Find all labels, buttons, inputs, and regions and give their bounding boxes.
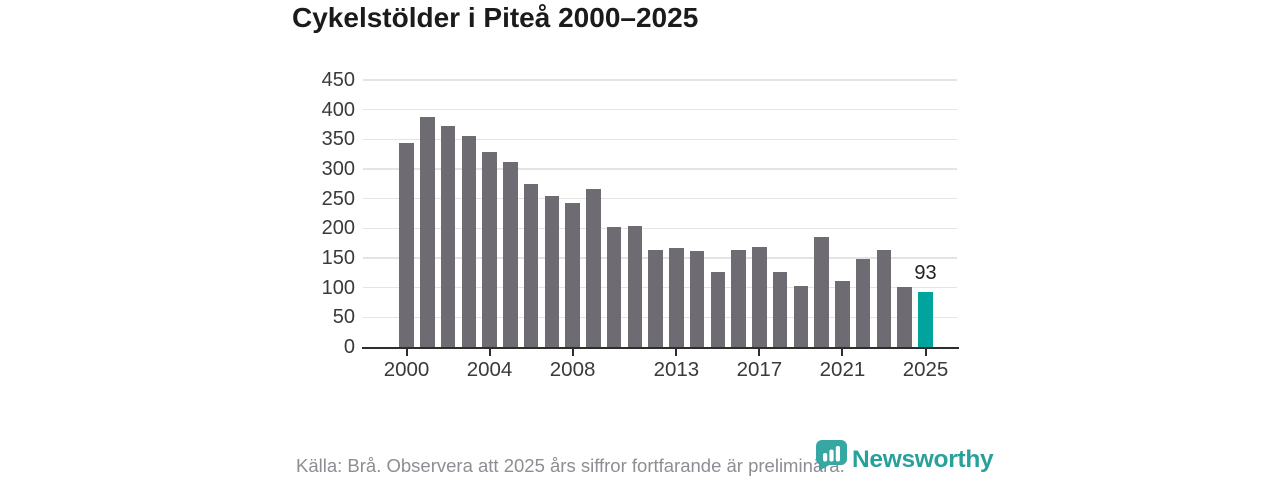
bar-2005 (503, 161, 518, 347)
bar-2023 (876, 249, 892, 347)
bar-2007 (544, 196, 560, 347)
bar-2006 (523, 184, 539, 347)
x-axis-label-2021: 2021 (819, 358, 866, 381)
bar-2022 (855, 259, 871, 347)
gridline-350 (363, 138, 957, 141)
bar-2003 (461, 135, 477, 347)
bar-2017 (752, 246, 767, 347)
bar-chart-speech-bubble-icon (816, 440, 847, 471)
y-axis-label-200: 200 (321, 217, 355, 240)
source-note: Källa: Brå. Observera att 2025 års siffr… (296, 455, 845, 476)
bar-2020 (814, 237, 829, 347)
y-axis-label-350: 350 (321, 128, 355, 151)
y-axis-label-0: 0 (343, 336, 355, 358)
bar-2014 (689, 251, 705, 347)
x-axis-label-2017: 2017 (736, 358, 783, 381)
plot-area: 0 50 100 150 200 250 300 350 400 450 2000 2004 2008 2… (322, 69, 959, 381)
bar-2011 (627, 225, 643, 347)
y-axis-label-300: 300 (321, 158, 355, 180)
bar-2015 (710, 272, 726, 347)
gridline-450 (363, 79, 957, 81)
bar-2016 (731, 250, 746, 347)
bar-2002 (440, 125, 456, 347)
y-axis-label-400: 400 (321, 98, 355, 121)
x-axis-tick-2013 (675, 346, 678, 356)
bar-2025 (918, 291, 933, 347)
x-axis-label-2025: 2025 (902, 358, 949, 381)
bar-2009 (586, 189, 601, 347)
x-axis-tick-2021 (841, 346, 844, 356)
y-axis-label-450: 450 (321, 69, 355, 91)
bar-2018 (772, 272, 788, 347)
y-axis-label-100: 100 (321, 276, 355, 299)
bar-2013 (669, 247, 684, 347)
x-axis-tick-2017 (758, 346, 761, 356)
gridline-400 (363, 108, 957, 111)
bar-value-label-2025: 93 (914, 261, 937, 284)
gridline-250 (363, 197, 957, 200)
newsworthy-logo-text: Newsworthy (852, 446, 994, 473)
bar-2010 (606, 227, 622, 347)
gridline-300 (363, 168, 957, 170)
x-axis-tick-2008 (571, 346, 574, 356)
y-axis-label-150: 150 (321, 247, 355, 269)
x-axis-baseline (362, 346, 959, 350)
x-axis-label-2000: 2000 (383, 358, 430, 381)
y-axis-label-50: 50 (332, 306, 355, 329)
bar-2021 (835, 280, 850, 347)
bar-2019 (793, 285, 809, 347)
bar-2012 (648, 249, 663, 347)
x-axis-tick-2025 (924, 346, 927, 356)
bar-2001 (420, 116, 435, 347)
gridline-200 (363, 227, 957, 230)
y-axis-label-250: 250 (321, 187, 355, 210)
bar-2024 (897, 287, 912, 347)
page-title: Cykelstölder i Piteå 2000–2025 (292, 2, 699, 33)
x-axis-label-2013: 2013 (653, 358, 700, 381)
x-axis-label-2004: 2004 (466, 358, 513, 381)
bar-2008 (565, 202, 580, 347)
x-axis-tick-2004 (488, 346, 491, 356)
bar-2000 (399, 142, 414, 347)
x-axis-tick-2000 (405, 346, 408, 356)
x-axis-label-2008: 2008 (549, 358, 596, 381)
bar-2004 (482, 152, 497, 347)
